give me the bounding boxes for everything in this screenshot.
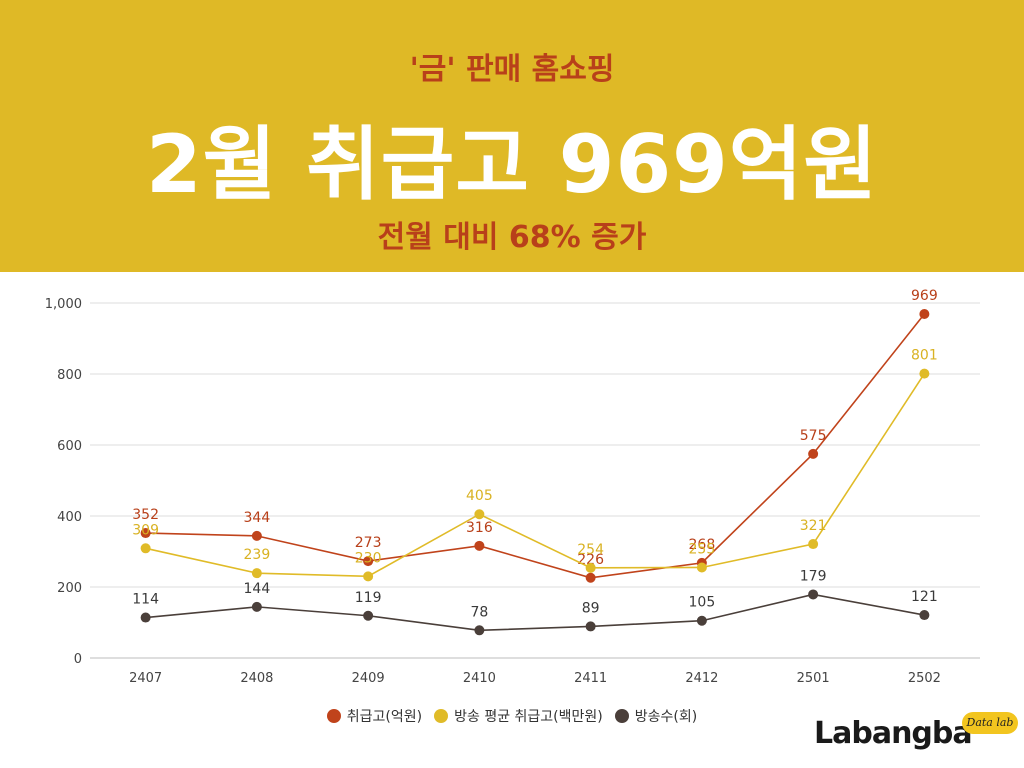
x-tick-label: 2410 [463, 671, 496, 686]
data-label: 239 [244, 547, 271, 563]
data-point [696, 615, 707, 626]
legend-marker [614, 709, 629, 723]
data-point [363, 610, 374, 621]
legend-item: 방송 평균 취급고(백만원) [434, 706, 603, 726]
data-label: 119 [355, 590, 382, 606]
legend-item: 방송수(회) [614, 706, 698, 726]
data-label: 255 [689, 541, 716, 557]
header-top-line: '금' 판매 홈쇼핑 [409, 52, 615, 87]
data-point [140, 528, 151, 539]
data-label: 321 [800, 518, 827, 534]
data-point [251, 530, 262, 541]
x-tick-label: 2411 [574, 671, 607, 686]
legend-item: 취급고(억원) [326, 706, 423, 726]
data-label: 352 [132, 507, 159, 523]
data-label: 273 [355, 535, 382, 551]
y-tick-label: 0 [74, 652, 82, 667]
x-tick-label: 2501 [797, 671, 830, 686]
data-point [140, 612, 151, 623]
data-point [585, 562, 596, 573]
series-line [145, 593, 925, 632]
data-label: 316 [466, 520, 493, 536]
data-point [808, 589, 819, 600]
x-tick-label: 2409 [352, 671, 385, 686]
data-point [363, 556, 374, 567]
data-point [363, 571, 374, 582]
data-label: 969 [911, 288, 938, 304]
data-point [585, 621, 596, 632]
data-label: 144 [244, 581, 271, 597]
data-label: 230 [355, 550, 382, 566]
x-tick-label: 2407 [129, 671, 162, 686]
page-title: 2월 취급고 969억원 [146, 118, 878, 211]
chart-legend: 취급고(억원) 방송 평균 취급고(백만원) 방송수(회) [0, 706, 1024, 726]
header-banner: '금' 판매 홈쇼핑 2월 취급고 969억원 전월 대비 68% 증가 [0, 0, 1024, 272]
data-label: 254 [577, 542, 604, 558]
data-point [474, 509, 485, 520]
y-tick-label: 200 [57, 581, 82, 596]
data-point [474, 540, 485, 551]
y-tick-label: 800 [57, 368, 82, 383]
data-label: 309 [132, 522, 159, 538]
data-label: 179 [800, 568, 827, 584]
legend-label: 방송 평균 취급고(백만원) [454, 709, 603, 725]
data-label: 801 [911, 348, 938, 364]
y-tick-label: 1,000 [45, 297, 82, 312]
y-tick-label: 600 [57, 439, 82, 454]
data-point [919, 309, 930, 320]
data-label: 405 [466, 488, 493, 504]
legend-label: 방송수(회) [634, 709, 698, 725]
data-point [251, 601, 262, 612]
brand-wordmark: Labangba [814, 716, 973, 751]
data-point [919, 610, 930, 621]
series-line [145, 313, 926, 579]
data-label: 114 [132, 592, 159, 608]
series-line [145, 373, 926, 578]
data-point [474, 625, 485, 636]
data-point [140, 543, 151, 554]
legend-label: 취급고(억원) [346, 709, 423, 725]
data-label: 121 [911, 589, 938, 605]
data-point [808, 448, 819, 459]
data-point [585, 572, 596, 583]
data-point [696, 562, 707, 573]
data-point [251, 568, 262, 579]
data-label: 89 [582, 600, 600, 616]
data-label: 105 [689, 595, 716, 611]
data-label: 575 [800, 428, 827, 444]
y-tick-label: 400 [57, 510, 82, 525]
x-tick-label: 2502 [908, 671, 941, 686]
line-chart: 0 200 400 600 800 1,000 2407 2408 2409 2410 2411 24… [45, 288, 980, 686]
data-label: 78 [470, 604, 488, 620]
data-label: 344 [244, 510, 271, 526]
data-point [808, 539, 819, 550]
legend-marker [326, 709, 341, 723]
header-bottom-line: 전월 대비 68% 증가 [377, 220, 647, 255]
x-tick-label: 2412 [685, 671, 718, 686]
brand-logo: Labangba Data lab [814, 712, 1018, 760]
x-tick-label: 2408 [240, 671, 273, 686]
legend-marker [434, 709, 449, 723]
brand-tag: Data lab [962, 712, 1018, 734]
data-point [919, 368, 930, 379]
data-label: 268 [689, 537, 716, 553]
